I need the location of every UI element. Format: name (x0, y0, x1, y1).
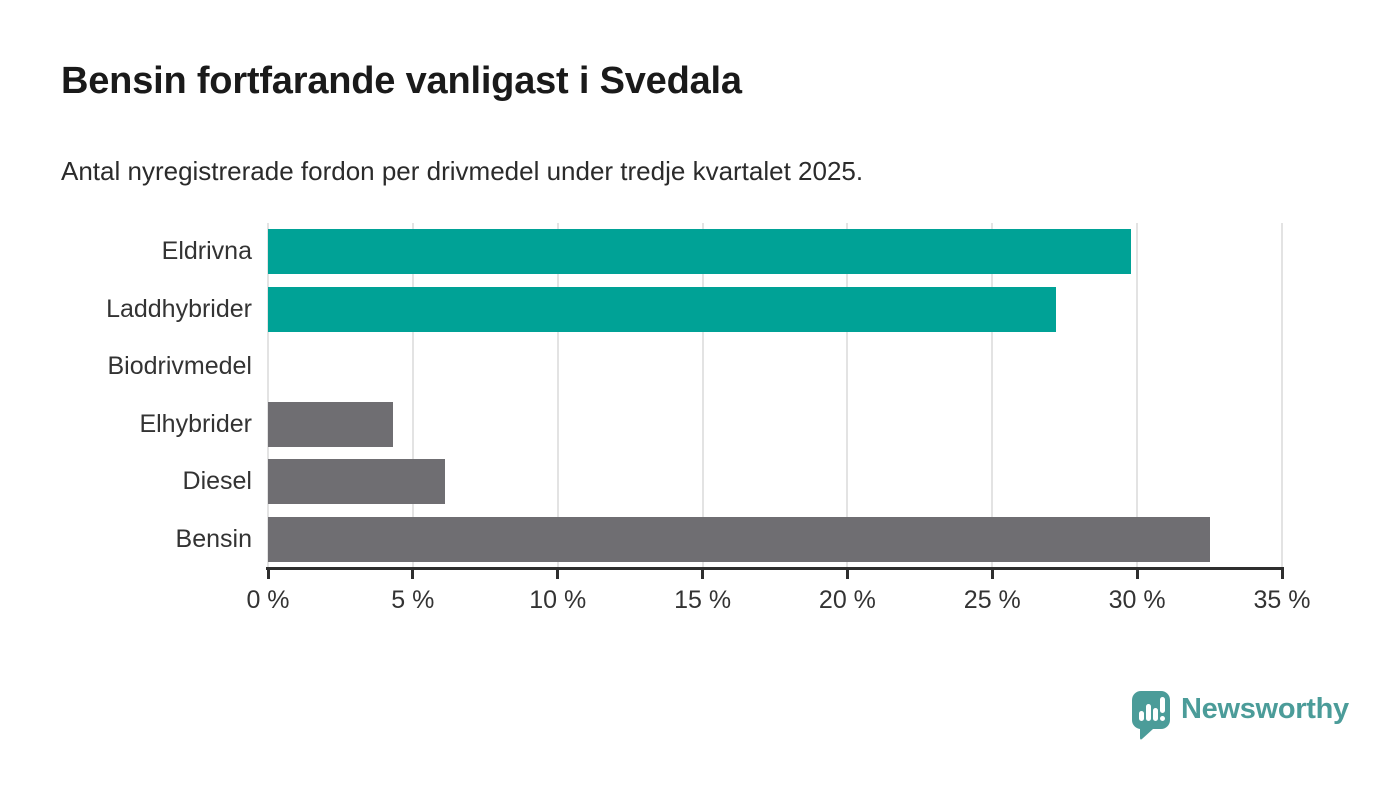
category-label-eldrivna: Eldrivna (161, 237, 252, 265)
x-tick-label-0: 0 % (246, 586, 290, 614)
bar-eldrivna (268, 229, 1132, 275)
newsworthy-logo-text: Newsworthy (1181, 693, 1349, 725)
x-tick-label-30: 30 % (1108, 586, 1166, 614)
x-tick-30 (1135, 567, 1139, 579)
bar-laddhybrider (268, 286, 1057, 332)
x-axis-line (266, 567, 1284, 570)
x-tick-label-15: 15 % (674, 586, 732, 614)
gridline-0 (267, 223, 269, 568)
newsworthy-logo: Newsworthy (1132, 691, 1349, 740)
x-tick-10 (556, 567, 560, 579)
x-tick-label-5: 5 % (391, 586, 435, 614)
x-tick-15 (701, 567, 705, 579)
x-tick-label-35: 35 % (1253, 586, 1311, 614)
bar-bensin (268, 516, 1210, 562)
category-label-bensin: Bensin (175, 524, 252, 553)
x-tick-label-10: 10 % (529, 586, 587, 614)
gridline-35 (1281, 223, 1283, 568)
gridline-5 (411, 223, 414, 568)
x-tick-25 (990, 567, 994, 579)
page-title: Bensin fortfarande vanligast i Svedala (61, 60, 742, 102)
gridline-10 (556, 223, 559, 568)
gridline-25 (991, 223, 994, 568)
category-label-laddhybrider: Laddhybrider (106, 294, 252, 323)
category-labels: Eldrivna Laddhybrider Biodrivmedel Elhybrid… (0, 223, 252, 568)
gridline-15 (701, 223, 704, 568)
bar-diesel (268, 459, 445, 505)
category-label-diesel: Diesel (182, 467, 252, 495)
x-tick-35 (1280, 567, 1284, 579)
category-label-biodrivmedel: Biodrivmedel (107, 352, 252, 380)
x-tick-0 (266, 567, 270, 579)
x-tick-label-20: 20 % (818, 586, 876, 614)
category-label-elhybrider: Elhybrider (139, 409, 252, 438)
x-tick-5 (411, 567, 415, 579)
gridline-20 (846, 223, 849, 568)
page-subtitle: Antal nyregistrerade fordon per drivmede… (61, 156, 864, 186)
newsworthy-logo-icon (1132, 691, 1170, 740)
bar-chart-plot-area (267, 223, 1283, 568)
x-tick-label-25: 25 % (963, 586, 1021, 614)
x-tick-20 (845, 567, 849, 579)
gridline-30 (1136, 223, 1139, 568)
bar-elhybrider (268, 401, 393, 447)
